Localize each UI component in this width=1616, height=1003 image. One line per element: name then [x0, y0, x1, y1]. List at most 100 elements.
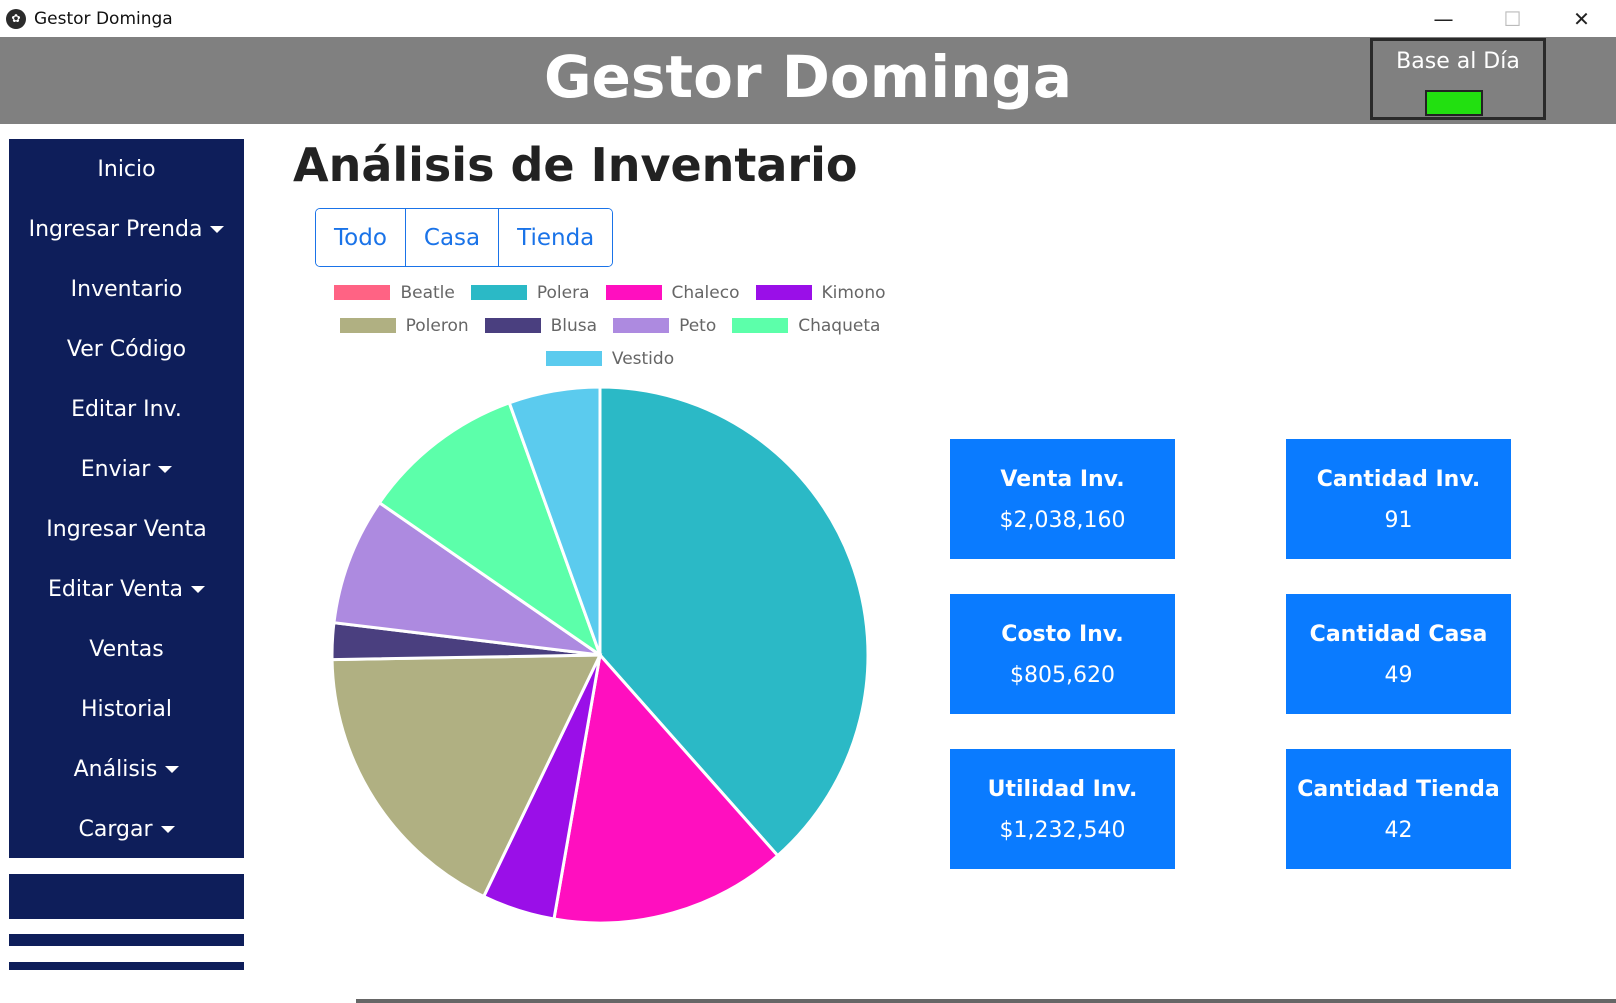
legend-item[interactable]: Chaqueta [732, 316, 880, 336]
sidebar-item-enviar[interactable]: Enviar [9, 439, 244, 499]
caret-down-icon [191, 585, 206, 593]
page-title: Análisis de Inventario [293, 138, 858, 192]
card-value: $1,232,540 [999, 818, 1126, 843]
pie-slice-chaqueta[interactable] [377, 400, 603, 659]
location-filter-group: Todo Casa Tienda [315, 208, 614, 267]
card-value: 49 [1384, 663, 1413, 688]
filter-casa-button[interactable]: Casa [405, 209, 500, 266]
legend-item[interactable]: Chaleco [605, 282, 740, 303]
sidebar-item-inicio[interactable]: Inicio [9, 139, 244, 199]
db-status-label: Base al Día [1396, 49, 1520, 74]
legend-label: Vestido [611, 348, 675, 369]
legend-swatch [334, 285, 391, 300]
db-status-panel: Base al Día [1370, 38, 1546, 120]
card-title: Cantidad Tienda [1297, 777, 1500, 802]
sidebar-item-label: Historial [81, 696, 172, 722]
caret-down-icon [165, 765, 180, 773]
card-cantidad-inv: Cantidad Inv. 91 [1286, 439, 1511, 559]
legend-item[interactable]: Peto [613, 316, 716, 336]
card-value: 42 [1384, 818, 1413, 843]
legend-label: Chaleco [671, 282, 740, 303]
legend-label: Polera [536, 282, 590, 303]
sidebar-strip [9, 962, 244, 970]
sidebar-item-ingresar-venta[interactable]: Ingresar Venta [9, 499, 244, 559]
inventory-pie-chart [330, 385, 870, 925]
pie-slice-peto[interactable] [332, 500, 601, 657]
pie-slice-poleron[interactable] [330, 653, 603, 899]
window-controls: — ☐ ✕ [1409, 0, 1616, 37]
legend-label: Kimono [821, 282, 886, 303]
chart-legend: Beatle Polera Chaleco Kimono Poleron Blusa Pe… [320, 276, 900, 375]
sidebar-item-label: Ingresar Prenda [28, 216, 203, 242]
sidebar-item-label: Inicio [97, 156, 156, 182]
sidebar-item-cargar[interactable]: Cargar [9, 799, 244, 859]
legend-swatch [545, 351, 602, 366]
legend-swatch [470, 285, 527, 300]
legend-item[interactable]: Vestido [545, 348, 675, 369]
card-costo-inv: Costo Inv. $805,620 [950, 594, 1175, 714]
sidebar-item-ver-codigo[interactable]: Ver Código [9, 319, 244, 379]
legend-row: Poleron Blusa Peto Chaqueta [320, 309, 900, 342]
card-title: Venta Inv. [1000, 467, 1125, 492]
sidebar-block [9, 874, 244, 919]
legend-swatch [732, 318, 789, 333]
sidebar-item-label: Ventas [89, 636, 164, 662]
legend-swatch [339, 318, 396, 333]
sidebar-item-label: Cargar [78, 816, 153, 842]
legend-item[interactable]: Poleron [339, 315, 469, 336]
sidebar-item-inventario[interactable]: Inventario [9, 259, 244, 319]
sidebar-item-editar-inv[interactable]: Editar Inv. [9, 379, 244, 439]
legend-label: Peto [679, 315, 717, 336]
card-value: $2,038,160 [999, 508, 1126, 533]
filter-tienda-button[interactable]: Tienda [499, 209, 613, 266]
card-venta-inv: Venta Inv. $2,038,160 [950, 439, 1175, 559]
legend-item[interactable]: Beatle [334, 282, 455, 303]
legend-swatch [613, 318, 670, 333]
pie-slice-chaleco[interactable] [552, 651, 780, 925]
sidebar-item-label: Análisis [73, 756, 158, 782]
sidebar-item-label: Enviar [80, 456, 151, 482]
card-title: Utilidad Inv. [987, 777, 1138, 802]
window-title: Gestor Dominga [34, 8, 173, 29]
card-cantidad-casa: Cantidad Casa 49 [1286, 594, 1511, 714]
sidebar-item-label: Editar Venta [47, 576, 184, 602]
legend-label: Poleron [405, 315, 469, 336]
card-cantidad-tienda: Cantidad Tienda 42 [1286, 749, 1511, 869]
pie-slice-vestido[interactable] [507, 385, 602, 656]
sidebar-item-historial[interactable]: Historial [9, 679, 244, 739]
legend-swatch [605, 285, 662, 300]
sidebar-item-label: Ver Código [66, 336, 187, 362]
filter-todo-button[interactable]: Todo [316, 209, 406, 266]
sidebar-item-label: Ingresar Venta [46, 516, 207, 542]
legend-label: Beatle [400, 282, 455, 303]
caret-down-icon [158, 465, 173, 473]
card-title: Cantidad Inv. [1316, 467, 1481, 492]
sidebar-item-label: Editar Inv. [71, 396, 182, 422]
legend-row: Beatle Polera Chaleco Kimono [320, 276, 900, 309]
caret-down-icon [160, 825, 175, 833]
app-header: Gestor Dominga Base al Día [0, 37, 1616, 124]
card-title: Costo Inv. [1001, 622, 1124, 647]
card-value: $805,620 [1010, 663, 1115, 688]
window-bottom-edge [356, 999, 1616, 1003]
sidebar-item-ventas[interactable]: Ventas [9, 619, 244, 679]
sidebar-item-ingresar-prenda[interactable]: Ingresar Prenda [9, 199, 244, 259]
card-title: Cantidad Casa [1309, 622, 1488, 647]
pie-slice-polera[interactable] [598, 385, 870, 858]
card-utilidad-inv: Utilidad Inv. $1,232,540 [950, 749, 1175, 869]
app-logo-icon: ✿ [6, 8, 26, 29]
legend-item[interactable]: Blusa [484, 316, 597, 336]
close-button[interactable]: ✕ [1573, 6, 1590, 31]
db-status-indicator [1425, 90, 1483, 116]
sidebar-nav: Inicio Ingresar Prenda Inventario Ver Códig… [9, 139, 244, 858]
sidebar-item-editar-venta[interactable]: Editar Venta [9, 559, 244, 619]
card-value: 91 [1384, 508, 1413, 533]
legend-label: Chaqueta [798, 315, 881, 336]
legend-swatch [755, 285, 812, 300]
minimize-button[interactable]: — [1433, 6, 1454, 31]
sidebar-item-analisis[interactable]: Análisis [9, 739, 244, 799]
legend-item[interactable]: Kimono [755, 282, 886, 303]
sidebar-strip [9, 934, 244, 946]
legend-item[interactable]: Polera [470, 282, 590, 303]
maximize-button[interactable]: ☐ [1503, 6, 1522, 31]
